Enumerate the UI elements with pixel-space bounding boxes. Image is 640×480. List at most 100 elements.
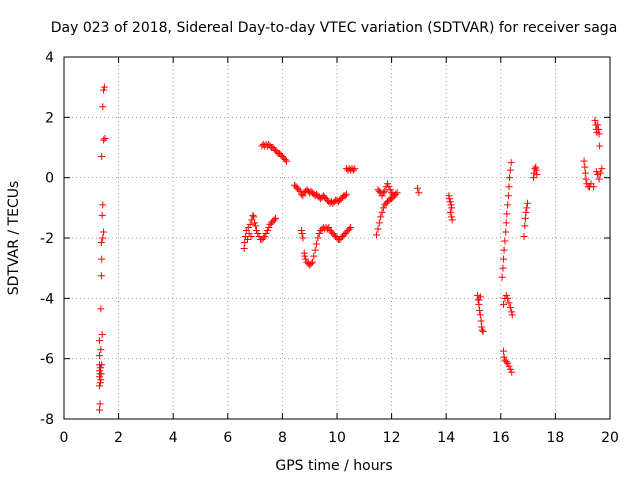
- y-tick-label: -2: [40, 231, 54, 247]
- data-point: [379, 189, 387, 197]
- data-point: [505, 299, 513, 307]
- data-point: [325, 223, 333, 231]
- x-axis-label: GPS time / hours: [275, 458, 392, 474]
- data-point: [507, 159, 515, 167]
- data-point: [99, 103, 107, 111]
- data-point: [250, 213, 258, 221]
- x-tick-labels: 0 2 4 6 8 10 12 14 16 18 20: [60, 430, 619, 446]
- y-tick-label: 4: [45, 50, 54, 66]
- x-tick-label: 10: [328, 430, 346, 446]
- data-point: [259, 234, 267, 242]
- data-point: [95, 367, 103, 375]
- data-point: [96, 379, 104, 387]
- data-point: [302, 255, 310, 263]
- data-point: [448, 204, 456, 212]
- data-point: [240, 245, 248, 253]
- data-point: [532, 166, 540, 174]
- x-tick-label: 0: [60, 430, 69, 446]
- data-point: [263, 226, 271, 234]
- data-point: [270, 216, 278, 224]
- data-point: [595, 175, 603, 183]
- data-point: [98, 153, 106, 161]
- data-point: [508, 308, 516, 316]
- x-tick-label: 16: [492, 430, 510, 446]
- data-point: [500, 353, 508, 361]
- data-point: [504, 359, 512, 367]
- data-point: [505, 362, 513, 370]
- data-point: [251, 219, 259, 227]
- data-point: [95, 373, 103, 381]
- data-point: [476, 311, 484, 319]
- x-tick-label: 12: [383, 430, 401, 446]
- data-point: [590, 183, 598, 191]
- data-point: [448, 213, 456, 221]
- data-point: [521, 222, 529, 230]
- data-point: [261, 232, 269, 240]
- x-tick-label: 4: [169, 430, 178, 446]
- data-point: [446, 208, 454, 216]
- chart-title: Day 023 of 2018, Sidereal Day-to-day VTE…: [51, 20, 618, 36]
- data-point: [95, 406, 103, 414]
- data-point: [504, 294, 512, 302]
- data-point: [502, 219, 510, 227]
- data-point: [479, 328, 487, 336]
- data-point: [98, 211, 106, 219]
- x-tick-label: 6: [223, 430, 232, 446]
- data-point: [384, 180, 392, 188]
- data-point: [594, 121, 602, 129]
- data-point: [475, 296, 483, 304]
- data-point: [99, 234, 107, 242]
- data-point: [503, 210, 511, 218]
- data-point: [95, 337, 103, 345]
- data-point: [388, 189, 396, 197]
- data-point: [378, 192, 386, 200]
- data-point: [295, 186, 303, 194]
- data-point: [100, 228, 108, 236]
- data-point: [311, 246, 319, 254]
- data-point: [531, 165, 539, 173]
- data-point: [341, 192, 349, 200]
- data-point: [262, 229, 270, 237]
- data-point: [532, 163, 540, 171]
- data-point: [100, 136, 108, 144]
- data-point: [502, 228, 510, 236]
- data-point: [591, 116, 599, 124]
- data-point: [476, 306, 484, 314]
- data-point: [508, 368, 516, 376]
- data-point: [386, 186, 394, 194]
- data-point: [101, 134, 109, 142]
- data-point: [97, 272, 105, 280]
- data-point: [351, 165, 359, 173]
- data-point: [389, 190, 397, 198]
- data-point: [596, 169, 604, 177]
- data-point: [476, 293, 484, 301]
- y-tick-label: -6: [40, 352, 54, 368]
- data-point: [447, 201, 455, 209]
- y-axis-label: SDTVAR / TECUs: [6, 181, 22, 296]
- data-point: [478, 326, 486, 334]
- data-point: [97, 305, 105, 313]
- data-point: [445, 192, 453, 200]
- data-point: [533, 171, 541, 179]
- data-point: [448, 216, 456, 224]
- data-point: [506, 166, 514, 174]
- y-tick-label: 0: [45, 171, 54, 187]
- data-point: [502, 291, 510, 299]
- data-point: [502, 358, 510, 366]
- data-point: [592, 168, 600, 176]
- data-point: [598, 165, 606, 173]
- data-point: [581, 163, 589, 171]
- data-points: [95, 83, 606, 414]
- data-point: [97, 346, 105, 354]
- data-point: [446, 198, 454, 206]
- data-point: [499, 264, 507, 272]
- data-point: [415, 189, 423, 197]
- data-point: [498, 273, 506, 281]
- data-point: [343, 190, 351, 198]
- data-point: [505, 183, 513, 191]
- y-tick-label: -8: [40, 412, 54, 428]
- data-point: [347, 223, 355, 231]
- data-point: [530, 174, 538, 182]
- data-point: [97, 364, 105, 372]
